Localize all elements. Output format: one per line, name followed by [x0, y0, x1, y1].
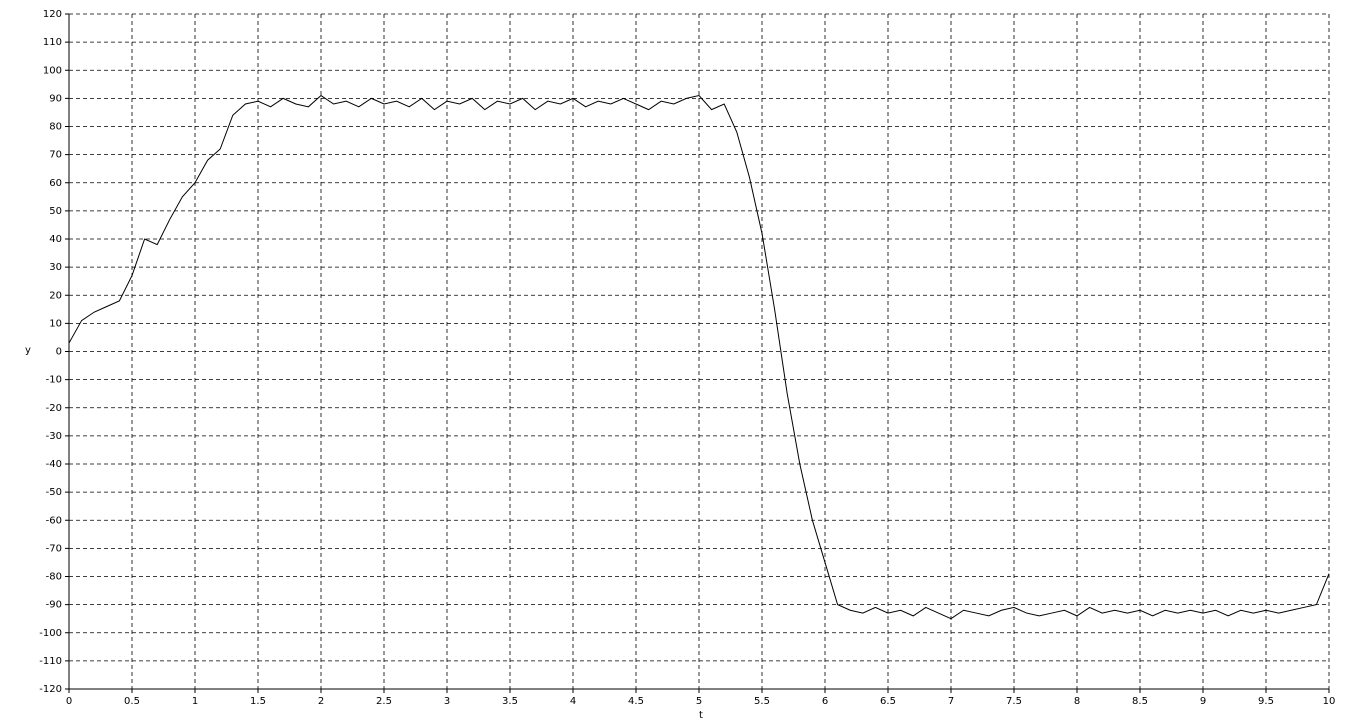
data-line	[68, 94, 1330, 620]
x-tick-label: 1.5	[250, 696, 266, 707]
y-axis-label: y	[25, 345, 31, 356]
y-tick-label: -120	[39, 684, 62, 695]
x-tick-label: 0.5	[124, 696, 140, 707]
x-tick-label: 2	[318, 696, 324, 707]
x-tick-label: 7.5	[1006, 696, 1022, 707]
x-tick-label: 5.5	[754, 696, 770, 707]
x-tick-label: 8.5	[1132, 696, 1148, 707]
x-tick-label: 5	[696, 696, 702, 707]
x-tick-label: 2.5	[376, 696, 392, 707]
y-tick-label: 110	[43, 37, 62, 48]
y-tick-label: 90	[49, 93, 62, 104]
x-tick-label: 7	[948, 696, 954, 707]
x-tick-label: 8	[1074, 696, 1080, 707]
y-tick-label: -90	[46, 600, 62, 611]
x-tick-label: 6.5	[880, 696, 896, 707]
y-tick-label: 20	[49, 290, 62, 301]
y-tick-label: -100	[39, 628, 62, 639]
x-tick-label: 3	[444, 696, 450, 707]
y-tick-label: -110	[39, 656, 62, 667]
y-tick-label: -70	[46, 543, 62, 554]
x-axis-label: t	[699, 710, 703, 721]
x-tick-label: 1	[192, 696, 198, 707]
y-tick-label: 60	[49, 178, 62, 189]
y-tick-label: 80	[49, 122, 62, 133]
y-tick-label: -40	[46, 459, 62, 470]
y-tick-label: -20	[46, 403, 62, 414]
y-tick-label: 30	[49, 262, 62, 273]
y-tick-label: 120	[43, 9, 62, 20]
y-tick-label: -80	[46, 572, 62, 583]
y-tick-label: 70	[49, 150, 62, 161]
y-tick-label: -50	[46, 487, 62, 498]
x-tick-label: 9.5	[1258, 696, 1274, 707]
y-tick-label: 10	[49, 318, 62, 329]
x-tick-label: 10	[1323, 696, 1336, 707]
y-tick-label: -10	[46, 375, 62, 386]
x-tick-label: 9	[1200, 696, 1206, 707]
x-tick-label: 0	[66, 696, 72, 707]
x-tick-label: 3.5	[502, 696, 518, 707]
y-tick-label: -30	[46, 431, 62, 442]
y-tick-label: 50	[49, 206, 62, 217]
x-tick-label: 4	[570, 696, 576, 707]
y-tick-label: 40	[49, 234, 62, 245]
y-tick-label: -60	[46, 515, 62, 526]
y-tick-label: 100	[43, 65, 62, 76]
y-tick-label: 0	[56, 347, 62, 358]
x-tick-label: 6	[822, 696, 828, 707]
x-tick-label: 4.5	[628, 696, 644, 707]
